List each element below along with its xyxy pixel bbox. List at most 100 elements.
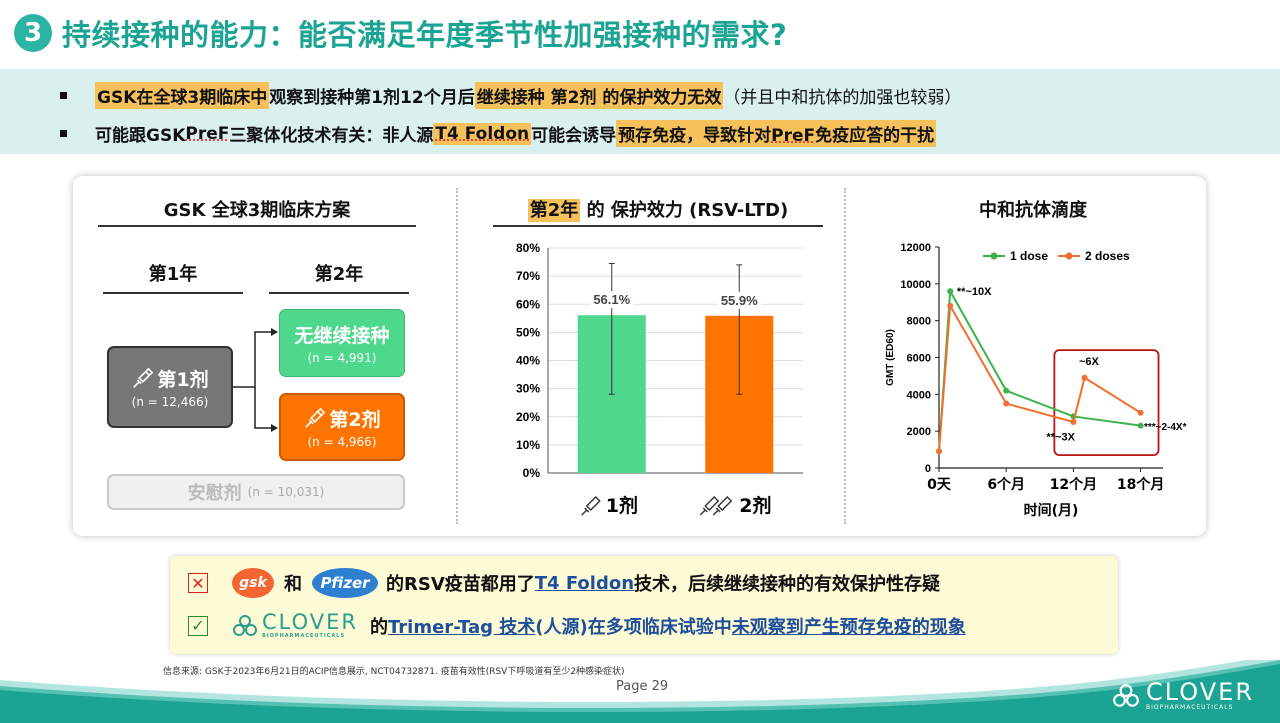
efficacy-bar-chart: 0% 10% 20% 30% 40% 50% 60% 70% 80% 56.1% 1剂 55.9% 2剂 xyxy=(516,241,803,517)
clover-leaf-icon xyxy=(1113,683,1139,707)
line-x-tick-label: 6个月 xyxy=(987,476,1025,493)
note-and: 和 xyxy=(284,574,302,595)
content-panel: GSK 全球3期临床方案 第1年 第2年 第1剂 (n = 12,466) 无继… xyxy=(73,176,1206,536)
series-point xyxy=(1081,374,1088,381)
series-line-1 xyxy=(938,287,1141,452)
clover-word: CLOVER xyxy=(262,610,358,634)
note-line1-foldon: T4 Foldon xyxy=(534,572,635,594)
year2-label: 第2年 xyxy=(314,264,364,285)
page-number: Page 29 xyxy=(616,679,669,694)
syringe-icon xyxy=(133,367,154,388)
bullet-1-highlight-1: GSK在全球3期临床中 xyxy=(95,82,270,109)
bar-y-tick-label: 80% xyxy=(516,241,540,255)
bullet-2-text-2: 三聚体化技术有关：非人源 xyxy=(229,126,434,146)
note-line2-trimer: Trimer-Tag 技术 xyxy=(388,616,536,638)
note-line1-a: 的RSV疫苗都用了 xyxy=(386,574,535,595)
data-label-bg xyxy=(717,291,762,309)
design-connector-lines xyxy=(233,328,278,432)
bar-data-label: 56.1% xyxy=(593,292,630,307)
efficacy-title-highlight: 第2年 xyxy=(527,199,581,222)
line-y-tick-label: 12000 xyxy=(900,242,931,254)
bullet-2: 可能跟GSK PreF 三聚体化技术有关：非人源 T4 Foldon 可能会诱导… xyxy=(60,120,937,147)
line-y-tick-label: 10000 xyxy=(900,279,931,291)
note-row-gsk-pfizer: ✕ gsk 和 Pfizer 的RSV疫苗都用了 T4 Foldon 技术，后续… xyxy=(188,568,940,598)
series-point xyxy=(947,302,954,309)
bullet-2-highlight-2b: 免疫应答的干扰 xyxy=(815,126,935,146)
check-icon: ✓ xyxy=(188,615,208,636)
bar-y-tick-label: 20% xyxy=(516,410,540,424)
bullet-2-highlight-2a: 预存免疫，导致针对 xyxy=(618,126,772,146)
arrow-head-icon xyxy=(271,328,278,336)
line-x-tick-label: 18个月 xyxy=(1117,476,1164,493)
line-y-tick-label: 4000 xyxy=(907,389,931,401)
bullet-1-text-2: （并且中和抗体的加强也较弱） xyxy=(723,88,962,108)
bullet-1-text-1: 观察到接种第1剂12个月后 xyxy=(269,88,475,108)
line-y-tick-label: 0 xyxy=(925,463,931,475)
bullet-square-icon xyxy=(60,130,67,137)
bar-y-tick-label: 0% xyxy=(523,466,541,480)
line-y-tick-label: 8000 xyxy=(907,316,931,328)
series-point xyxy=(1137,409,1144,416)
annotation-late: ***~2-4X* xyxy=(1144,422,1187,433)
no-revax-box: 无继续接种 (n = 4,991) xyxy=(279,309,405,377)
bullet-2-highlight-1: T4 Foldon xyxy=(433,122,532,145)
note-line2-result: 未观察到产生预存免疫的现象 xyxy=(731,616,966,638)
arrow-head-icon xyxy=(271,424,278,432)
syringe-glyph xyxy=(712,496,733,516)
year1-label: 第1年 xyxy=(148,264,198,285)
page-title: 3 持续接种的能力：能否满足年度季节性加强接种的需求? xyxy=(14,10,787,56)
bullet-2-highlight-2: 预存免疫，导致针对PreF免疫应答的干扰 xyxy=(616,120,937,147)
bar-y-tick-label: 10% xyxy=(516,438,540,452)
syringe-icon xyxy=(305,407,326,428)
bullet-square-icon xyxy=(60,92,67,99)
series-point xyxy=(936,448,942,455)
antibody-title: 中和抗体滴度 xyxy=(979,200,1087,221)
placebo-box: 安慰剂 (n = 10,031) xyxy=(107,474,405,510)
dose1-label-row: 第1剂 xyxy=(131,365,209,392)
dose2-n: (n = 4,966) xyxy=(307,435,377,449)
clover-sub: BIOPHARMACEUTICALS xyxy=(262,633,346,639)
series-point xyxy=(1003,400,1010,407)
line-y-tick-label: 6000 xyxy=(907,353,931,365)
bullet-2-text-3: 可能会诱导 xyxy=(531,126,617,146)
dose1-n: (n = 12,466) xyxy=(131,395,209,409)
dose2-box: 第2剂 (n = 4,966) xyxy=(279,393,405,461)
design-title-rule xyxy=(98,225,416,227)
bullet-2-text-1: 可能跟GSK xyxy=(95,126,186,146)
bar-y-tick-label: 60% xyxy=(516,297,540,311)
syringe-glyph xyxy=(581,496,601,516)
gsk-logo: gsk xyxy=(232,568,274,598)
antibody-line-chart: 0 2000 4000 6000 8000 10000 12000 0天 6个月 12个月 18个月… xyxy=(885,242,1187,519)
line-x-tick-label: 12个月 xyxy=(1050,476,1097,493)
no-revax-n: (n = 4,991) xyxy=(307,351,377,365)
clover-logo: CLOVER BIOPHARMACEUTICALS xyxy=(232,612,358,639)
cross-icon: ✕ xyxy=(188,573,208,593)
pfizer-logo: Pfizer xyxy=(312,568,378,598)
series-line-2 xyxy=(938,302,1142,452)
note-row-clover: ✓ CLOVER BIOPHARMACEUTICALS 的 Trimer-Tag… xyxy=(188,612,966,639)
legend-label: 2 doses xyxy=(1085,249,1130,263)
connector-lower xyxy=(254,387,273,429)
design-title: GSK 全球3期临床方案 xyxy=(163,200,351,221)
conclusion-box: ✕ gsk 和 Pfizer 的RSV疫苗都用了 T4 Foldon 技术，后续… xyxy=(170,556,1118,654)
efficacy-title-rule xyxy=(493,225,823,227)
line-y-tick-label: 2000 xyxy=(907,426,931,438)
clover-leaf-icon xyxy=(233,614,257,636)
series-point xyxy=(947,288,954,295)
bar-y-tick-label: 30% xyxy=(516,382,540,396)
title-text: 持续接种的能力：能否满足年度季节性加强接种的需求? xyxy=(62,18,788,52)
placebo-n: (n = 10,031) xyxy=(247,485,325,499)
separator xyxy=(456,188,458,524)
bullet-1: GSK在全球3期临床中 观察到接种第1剂12个月后 继续接种 第2剂 的保护效力… xyxy=(60,82,961,109)
dose1-box: 第1剂 (n = 12,466) xyxy=(107,346,233,428)
bullet-2-pref-2: PreF xyxy=(771,126,816,146)
dose1-label: 第1剂 xyxy=(157,369,209,391)
syringe-icon xyxy=(699,496,733,516)
series-point xyxy=(1137,422,1144,429)
efficacy-title: 第2年 的 保护效力 (RSV-LTD) xyxy=(493,196,823,222)
dose2-label-row: 第2剂 xyxy=(303,405,381,432)
legend-marker xyxy=(1065,252,1073,260)
note-line1-b: 技术，后续继续接种的有效保护性存疑 xyxy=(634,574,941,595)
bar-x-label: 1剂 xyxy=(606,494,638,517)
footer-clover-logo: CLOVER BIOPHARMACEUTICALS xyxy=(1112,680,1254,711)
